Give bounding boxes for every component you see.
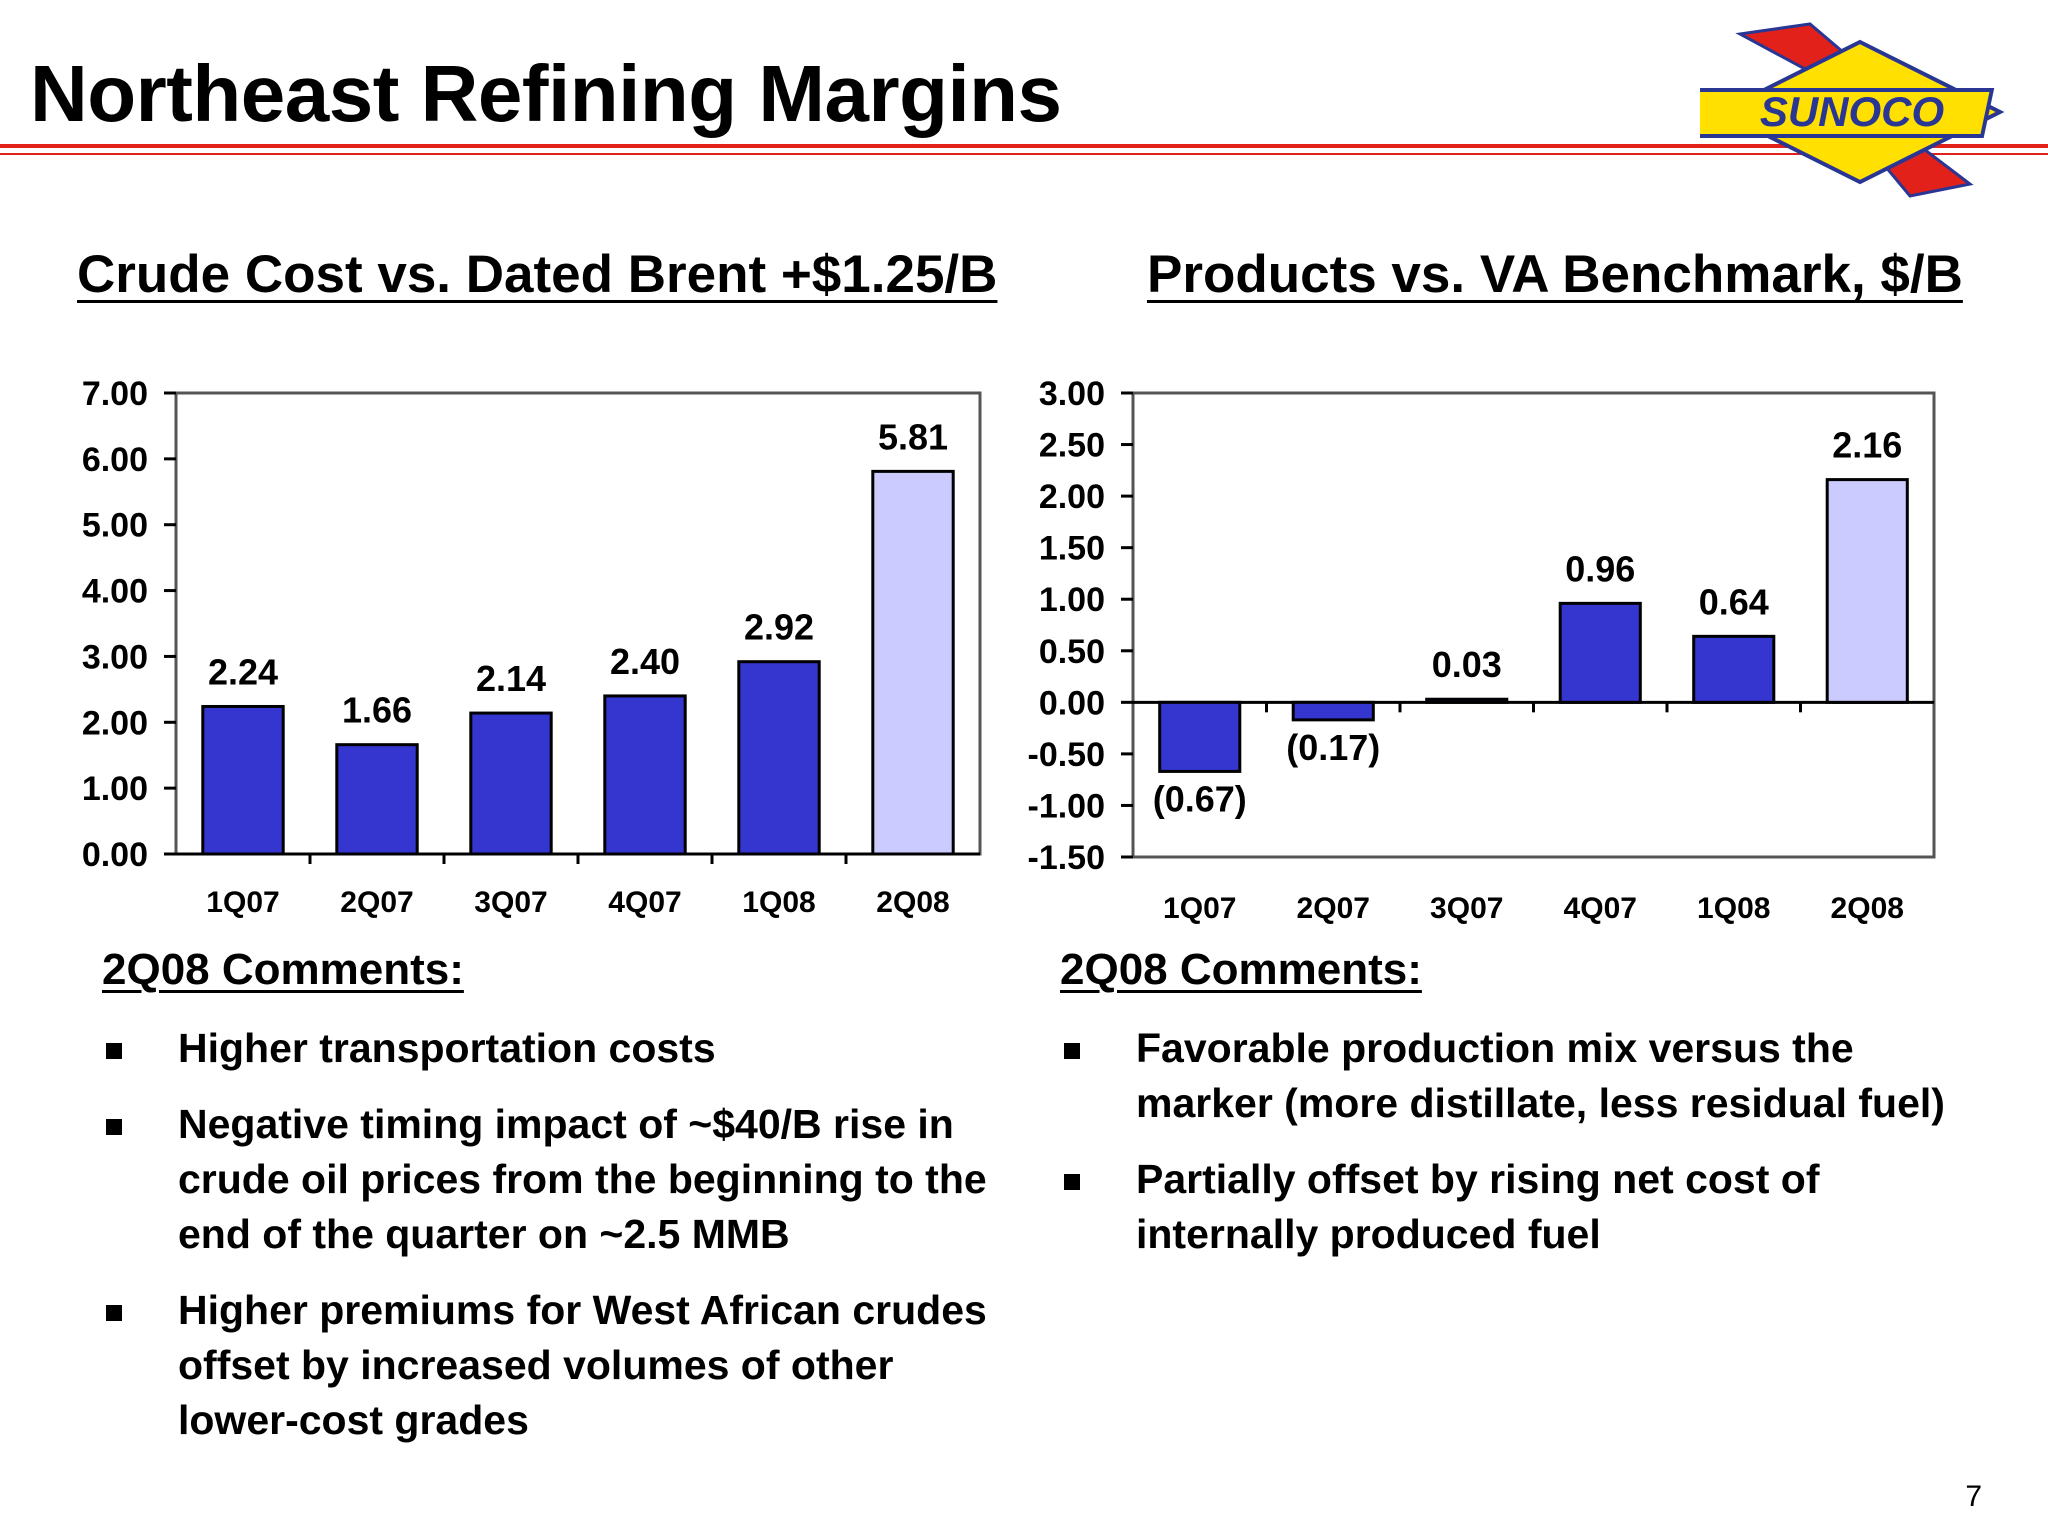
page-title: Northeast Refining Margins <box>30 49 1062 138</box>
right-data-label: 0.03 <box>1432 644 1502 685</box>
right-bullet-1: Favorable production mix versus the mark… <box>1060 1021 1960 1131</box>
right-y-tick-label: 0.00 <box>1039 684 1105 722</box>
bullet-text: Favorable production mix versus the mark… <box>1136 1025 1945 1126</box>
right-comments-title: 2Q08 Comments: <box>1060 945 1422 994</box>
left-comments-title: 2Q08 Comments: <box>102 945 464 994</box>
bullet-square-icon <box>1064 1043 1080 1059</box>
bullet-square-icon <box>106 1305 122 1321</box>
right-x-tick-label: 4Q07 <box>1564 892 1637 925</box>
header-rule-thick <box>0 144 2048 148</box>
right-x-tick-label: 2Q07 <box>1297 892 1370 925</box>
left-x-tick-label: 1Q08 <box>742 886 815 919</box>
right-y-tick-label: 3.00 <box>1039 375 1105 413</box>
left-bar-2q07 <box>335 743 419 856</box>
right-chart-heading: Products vs. VA Benchmark, $/B <box>1147 245 1963 304</box>
left-data-label: 2.40 <box>610 641 680 682</box>
left-bullet-2: Negative timing impact of ~$40/B rise in… <box>102 1097 1002 1262</box>
right-data-label: (0.17) <box>1286 727 1380 768</box>
left-y-tick-label: 0.00 <box>82 836 148 874</box>
header-rule-thin <box>0 153 2048 155</box>
right-comments: 2Q08 Comments: Favorable production mix … <box>1060 945 1960 1283</box>
left-chart-heading: Crude Cost vs. Dated Brent +$1.25/B <box>77 245 998 304</box>
left-bullet-1: Higher transportation costs <box>102 1021 1002 1076</box>
left-bar-1q07 <box>201 704 285 856</box>
logo-text: SUNOCO <box>1760 88 1944 135</box>
bullet-square-icon <box>1064 1174 1080 1190</box>
right-bar-3q07 <box>1425 697 1509 704</box>
bullet-square-icon <box>106 1043 122 1059</box>
right-plot-frame <box>1131 391 1936 859</box>
right-x-tick-label: 3Q07 <box>1430 892 1503 925</box>
logo-band <box>1700 88 1995 138</box>
left-y-tick-label: 7.00 <box>82 375 148 413</box>
right-y-tick-label: 1.50 <box>1039 530 1105 568</box>
bullet-square-icon <box>106 1119 122 1135</box>
crude-cost-chart: 0.00 1.00 2.00 3.00 4.00 5.00 6.00 7.00 2.24 1Q07… <box>82 375 982 919</box>
right-bar-1q08 <box>1692 634 1776 704</box>
right-x-tick-label: 1Q08 <box>1697 892 1770 925</box>
right-bar-1q07 <box>1158 700 1242 773</box>
right-data-label: 0.64 <box>1699 581 1769 622</box>
right-data-label: (0.67) <box>1153 778 1247 819</box>
left-bar-2q08 <box>871 469 955 856</box>
right-bullet-2: Partially offset by rising net cost of i… <box>1060 1152 1960 1262</box>
right-data-label: 2.16 <box>1832 425 1902 466</box>
left-y-tick-label: 1.00 <box>82 770 148 808</box>
left-x-tick-label: 2Q08 <box>876 886 949 919</box>
left-data-label: 1.66 <box>342 690 412 731</box>
right-bar-2q07 <box>1291 700 1375 722</box>
bullet-text: Negative timing impact of ~$40/B rise in… <box>178 1101 987 1257</box>
left-y-tick-label: 6.00 <box>82 441 148 479</box>
right-bar-4q07 <box>1558 601 1642 704</box>
left-bar-1q08 <box>737 660 821 856</box>
right-x-tick-label: 2Q08 <box>1831 892 1904 925</box>
right-y-tick-label: 2.00 <box>1039 478 1105 516</box>
right-y-tick-label: 0.50 <box>1039 633 1105 671</box>
right-y-tick-label: -0.50 <box>1028 736 1106 774</box>
bullet-text: Higher premiums for West African crudes … <box>178 1287 987 1443</box>
left-data-label: 2.92 <box>744 607 814 648</box>
bullet-text: Higher transportation costs <box>178 1025 716 1071</box>
right-bar-2q08 <box>1825 478 1909 704</box>
right-y-tick-label: -1.00 <box>1028 787 1106 825</box>
left-data-label: 2.14 <box>476 658 546 699</box>
left-bar-3q07 <box>469 711 553 856</box>
left-y-tick-label: 2.00 <box>82 704 148 742</box>
left-data-label: 2.24 <box>208 651 278 692</box>
products-benchmark-chart: -1.50 -1.00 -0.50 0.00 0.50 1.00 1.50 2.00 2.50 3… <box>1028 375 1936 925</box>
left-x-tick-label: 1Q07 <box>206 886 279 919</box>
left-x-tick-label: 2Q07 <box>340 886 413 919</box>
bullet-text: Partially offset by rising net cost of i… <box>1136 1156 1820 1257</box>
left-bar-4q07 <box>603 694 687 856</box>
right-y-tick-label: 2.50 <box>1039 427 1105 465</box>
left-x-tick-label: 3Q07 <box>474 886 547 919</box>
right-y-tick-label: 1.00 <box>1039 581 1105 619</box>
left-data-label: 5.81 <box>878 416 948 457</box>
left-x-tick-label: 4Q07 <box>608 886 681 919</box>
right-data-label: 0.96 <box>1565 548 1635 589</box>
left-comments: 2Q08 Comments: Higher transportation cos… <box>102 945 1002 1469</box>
page-number: 7 <box>1965 1480 1982 1513</box>
left-y-tick-label: 4.00 <box>82 573 148 611</box>
left-bullet-3: Higher premiums for West African crudes … <box>102 1283 1002 1448</box>
left-y-tick-label: 5.00 <box>82 507 148 545</box>
right-y-tick-label: -1.50 <box>1028 839 1106 877</box>
right-x-tick-label: 1Q07 <box>1163 892 1236 925</box>
left-y-tick-label: 3.00 <box>82 638 148 676</box>
sunoco-logo: SUNOCO <box>1700 22 2005 198</box>
